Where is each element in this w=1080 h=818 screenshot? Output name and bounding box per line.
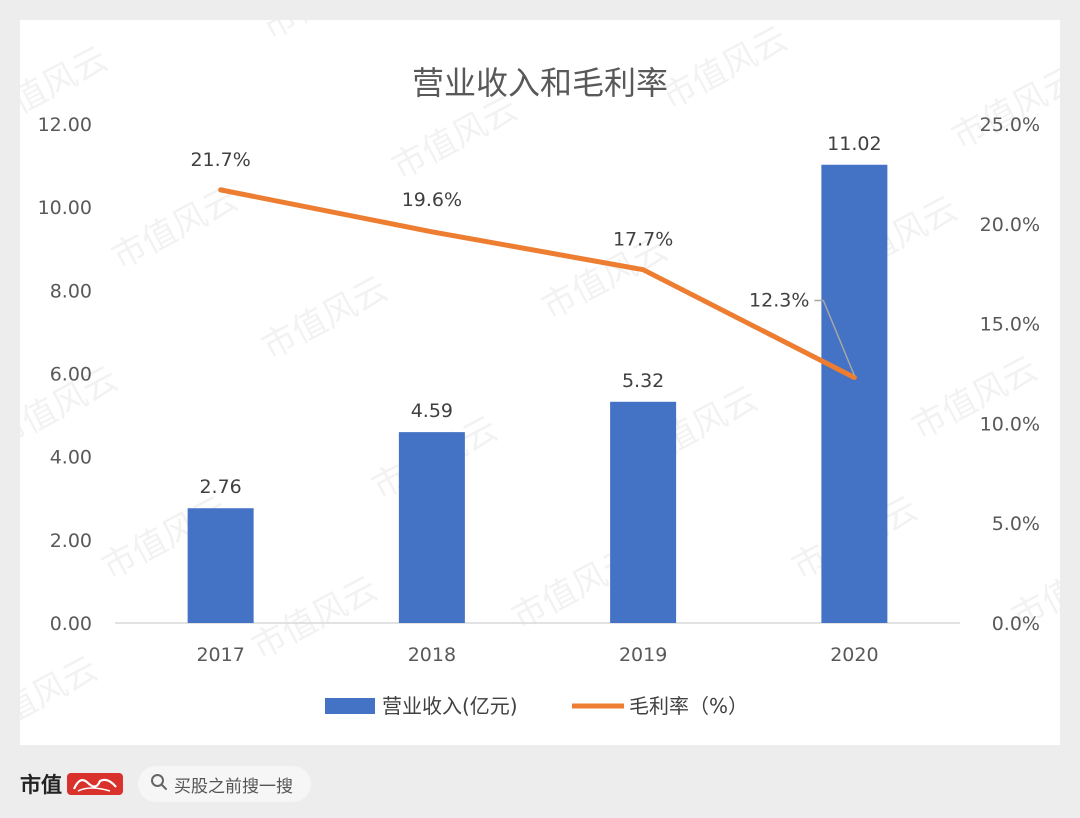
- y-left-tick-label: 6.00: [50, 364, 92, 386]
- y-left-tick-label: 8.00: [50, 280, 92, 302]
- search-bar[interactable]: 买股之前搜一搜: [138, 766, 311, 802]
- watermark-text: 市值风云: [945, 59, 1060, 158]
- y-right-tick-label: 20.0%: [980, 214, 1040, 236]
- watermark-text: 市值风云: [255, 269, 394, 368]
- line-value-label: 19.6%: [402, 189, 462, 211]
- footer-bar: 市值 买股之前搜一搜: [20, 762, 311, 806]
- brand-name: 市值: [20, 772, 62, 797]
- brand-logo: [66, 771, 124, 797]
- search-placeholder: 买股之前搜一搜: [174, 776, 293, 797]
- bar-value-label: 4.59: [411, 400, 453, 422]
- bar: [821, 164, 888, 624]
- bar-value-label: 5.32: [622, 370, 664, 392]
- watermark-text: 市值风云: [655, 20, 794, 118]
- y-left-tick-label: 0.00: [50, 613, 92, 635]
- line-series: [218, 187, 857, 380]
- y-left-tick-label: 2.00: [50, 530, 92, 552]
- bar-value-label: 2.76: [199, 476, 241, 498]
- watermark-text: 市值风云: [245, 569, 384, 668]
- y-right-tick-label: 10.0%: [980, 413, 1040, 435]
- watermark-text: 市值风云: [385, 89, 524, 188]
- y-left-tick-label: 10.00: [38, 197, 92, 219]
- watermark-text: 市值风云: [255, 20, 394, 48]
- legend-swatch-bar: [325, 698, 375, 714]
- bar: [610, 401, 677, 623]
- watermark-text: 市值风云: [105, 179, 244, 278]
- search-icon: [150, 773, 168, 795]
- x-tick-label: 2017: [196, 644, 244, 666]
- x-tick-label: 2020: [830, 644, 878, 666]
- legend-label-line: 毛利率（%）: [629, 694, 748, 718]
- y-right-tick-label: 25.0%: [980, 114, 1040, 136]
- watermark-text: 市值风云: [20, 649, 104, 745]
- y-left-tick-label: 4.00: [50, 447, 92, 469]
- legend-label-bar: 营业收入(亿元): [382, 694, 518, 718]
- y-right-tick-label: 5.0%: [992, 513, 1040, 535]
- line-value-label: 12.3%: [749, 289, 809, 311]
- line-value-label: 17.7%: [613, 229, 673, 251]
- x-tick-label: 2019: [619, 644, 667, 666]
- y-right-tick-label: 0.0%: [992, 613, 1040, 635]
- line-value-label: 21.7%: [190, 149, 250, 171]
- bar: [398, 432, 465, 623]
- bar: [187, 508, 254, 623]
- x-tick-label: 2018: [408, 644, 456, 666]
- y-left-tick-label: 12.00: [38, 114, 92, 136]
- label-leader-line: [814, 299, 856, 376]
- chart-card: 市值风云 市值风云 市值风云 市值风云 市值风云 市值风云 市值风云 市值风云 市值风云 市值风云…: [20, 20, 1060, 745]
- chart-title: 营业收入和毛利率: [412, 64, 668, 102]
- bar-value-label: 11.02: [827, 133, 881, 155]
- y-right-tick-label: 15.0%: [980, 314, 1040, 336]
